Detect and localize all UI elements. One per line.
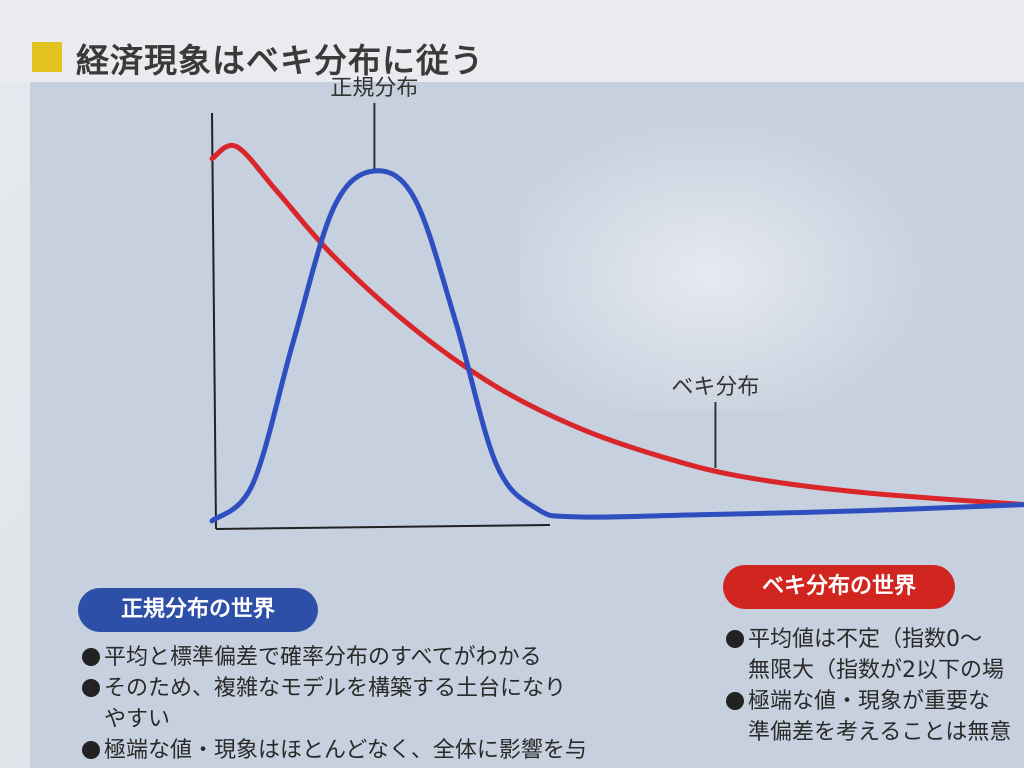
- bullet-item: 極端な値・現象はほとんどなく、全体に影響を与: [82, 735, 587, 766]
- chart-axes: [211, 112, 551, 530]
- annotation-label: ベキ分布: [671, 375, 759, 400]
- bullet-item: 平均値は不定（指数0～: [726, 624, 1011, 655]
- bullet-item: 平均と標準偏差で確率分布のすべてがわかる: [82, 642, 587, 673]
- bullet-continuation: やすい: [104, 707, 171, 732]
- title-marker: [32, 42, 62, 72]
- bullet-icon: [82, 648, 100, 666]
- header: 経済現象はベキ分布に従う: [0, 0, 1024, 82]
- power-world-bullets: 平均値は不定（指数0～ 無限大（指数が2以下の場 極端な値・現象が重要な 準偏差…: [726, 624, 1011, 748]
- bullet-icon: [726, 630, 744, 648]
- normal-world-bullets: 平均と標準偏差で確率分布のすべてがわかる そのため、複雑なモデルを構築する土台に…: [82, 642, 587, 766]
- bullet-icon: [82, 679, 100, 697]
- series-line-正規分布: [209, 168, 1024, 524]
- bullet-continuation: 無限大（指数が2以下の場: [748, 658, 1004, 683]
- chart-series: [209, 142, 1024, 524]
- annotation-label: 正規分布: [330, 76, 418, 101]
- bullet-item: そのため、複雑なモデルを構築する土台になり: [82, 673, 587, 704]
- bullet-icon: [82, 741, 100, 759]
- bullet-icon: [726, 692, 744, 710]
- bullet-continuation: 準偏差を考えることは無意: [748, 720, 1012, 745]
- y-axis: [211, 112, 217, 530]
- power-world-label: ベキ分布の世界: [723, 565, 955, 609]
- normal-world-label: 正規分布の世界: [78, 588, 318, 632]
- x-axis: [215, 524, 551, 530]
- series-line-ベキ分布: [209, 142, 1024, 508]
- page-title: 経済現象はベキ分布に従う: [76, 41, 484, 80]
- bullet-item: 極端な値・現象が重要な: [726, 686, 1011, 717]
